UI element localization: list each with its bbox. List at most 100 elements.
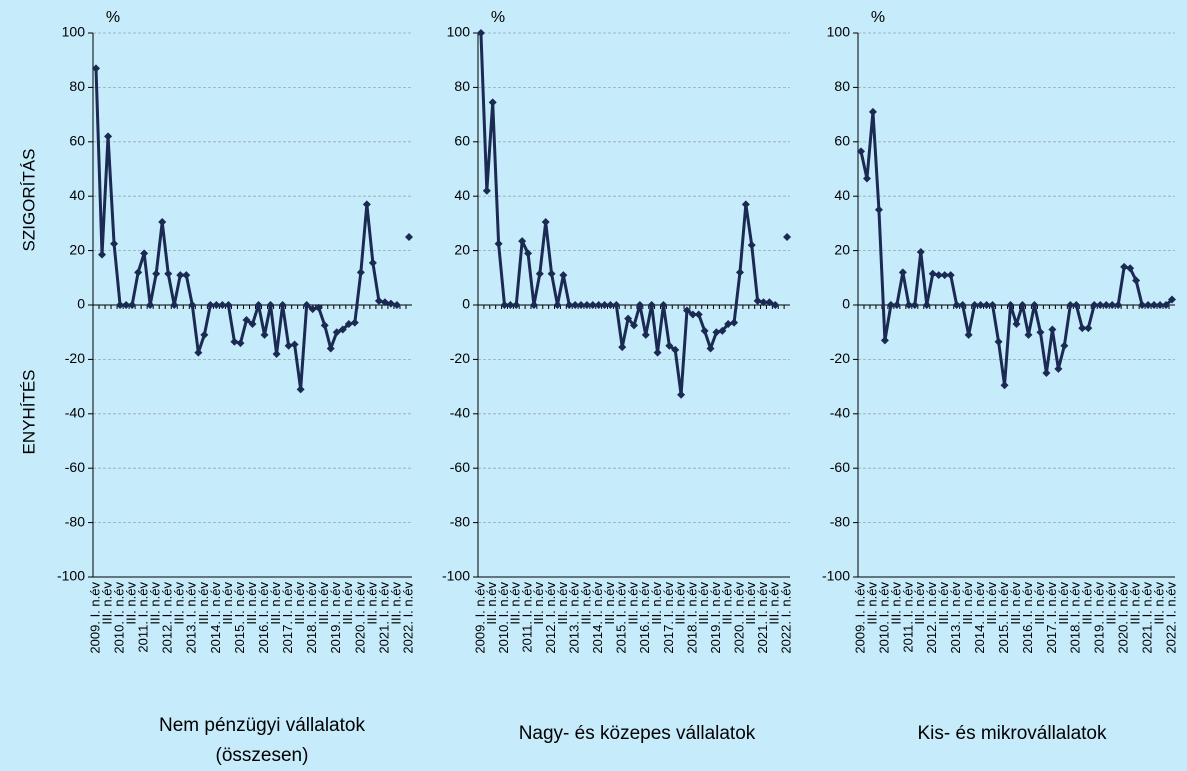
data-point: [934, 271, 943, 280]
y-tick-label: -80: [830, 513, 850, 529]
x-tick-label: 2021. I. n.év: [376, 582, 391, 654]
data-point: [92, 64, 101, 73]
data-point: [308, 305, 317, 314]
x-tick-label: III. n.év: [602, 582, 617, 625]
y-tick-label: 40: [69, 187, 85, 203]
data-point: [759, 298, 768, 307]
data-point: [248, 320, 257, 329]
data-point: [266, 301, 275, 309]
data-point: [940, 271, 949, 280]
data-point: [747, 241, 756, 250]
data-point: [260, 330, 269, 339]
data-point: [635, 301, 644, 309]
data-point: [116, 301, 125, 309]
x-tick-label: III. n.év: [555, 582, 570, 625]
y-tick-label: 60: [834, 133, 850, 149]
x-tick-label: III. n.év: [1032, 582, 1047, 625]
data-point: [1138, 301, 1147, 309]
data-point: [964, 330, 973, 339]
panel-title: Nagy- és közepes vállalatok: [519, 723, 756, 744]
x-tick-label: 2012. I. n.év: [924, 582, 939, 654]
data-point: [1060, 341, 1069, 350]
x-tick-label: 2014. I. n.év: [972, 582, 987, 654]
data-point: [606, 301, 615, 309]
x-tick-label: 2015. I. n.év: [232, 582, 247, 654]
x-tick-label: 2019. I. n.év: [1092, 582, 1107, 654]
data-point: [476, 29, 485, 37]
data-point: [488, 98, 497, 107]
data-point: [182, 271, 191, 280]
x-tick-label: III. n.év: [316, 582, 331, 625]
data-point: [278, 301, 287, 309]
x-tick-label: III. n.év: [649, 582, 664, 625]
data-point: [1024, 330, 1033, 339]
data-point: [134, 268, 143, 277]
data-point: [618, 343, 627, 352]
x-tick-label: 2011. I. n.év: [519, 582, 534, 653]
data-point: [1090, 301, 1099, 309]
x-tick-label: 2019. I. n.év: [328, 582, 343, 654]
data-point: [1006, 301, 1015, 309]
data-point: [350, 318, 359, 327]
data-point: [1048, 325, 1057, 334]
data-point: [1096, 301, 1105, 309]
x-tick-label: III. n.év: [508, 582, 523, 625]
data-point: [98, 250, 107, 259]
data-point: [671, 345, 680, 354]
data-point: [254, 301, 263, 309]
data-point: [1120, 262, 1129, 271]
x-tick-label: 2021. I. n.év: [1140, 582, 1155, 654]
data-point: [718, 326, 727, 335]
data-point: [904, 301, 913, 309]
data-point: [404, 233, 413, 241]
x-tick-label: 2016. I. n.év: [256, 582, 271, 654]
data-point: [898, 268, 907, 277]
x-tick-label: 2013. I. n.év: [948, 582, 963, 654]
data-point: [242, 315, 251, 324]
x-tick-label: 2016. I. n.év: [1020, 582, 1035, 654]
x-tick-label: III. n.év: [531, 582, 546, 625]
x-tick-label: 2015. I. n.év: [614, 582, 629, 654]
data-point: [910, 301, 919, 309]
data-point: [1042, 369, 1051, 377]
x-tick-label: III. n.év: [124, 582, 139, 625]
data-point: [158, 218, 167, 227]
data-point: [577, 301, 586, 309]
panel-title: (összesen): [216, 745, 309, 766]
y-tick-label: -100: [442, 568, 470, 584]
data-point: [212, 301, 221, 309]
data-point: [783, 233, 792, 241]
data-point: [952, 301, 961, 309]
x-tick-label: III. n.év: [268, 582, 283, 625]
y-tick-label: 40: [834, 187, 850, 203]
data-point: [1072, 301, 1081, 309]
data-line: [96, 68, 409, 389]
data-point: [886, 301, 895, 309]
data-point: [856, 147, 865, 156]
data-point: [653, 348, 662, 357]
data-point: [541, 218, 550, 227]
data-point: [928, 269, 937, 278]
x-tick-label: III. n.év: [960, 582, 975, 625]
data-point: [314, 303, 323, 312]
unit-label: %: [871, 9, 885, 26]
y-tick-label: -20: [830, 350, 850, 366]
data-point: [880, 336, 889, 345]
data-point: [958, 301, 967, 309]
data-point: [1012, 320, 1021, 329]
x-tick-label: 2022. I. n.év: [778, 582, 793, 654]
data-point: [326, 344, 335, 353]
data-point: [946, 271, 955, 280]
x-tick-label: 2017. I. n.év: [1044, 582, 1059, 654]
data-point: [612, 301, 621, 309]
data-point: [302, 301, 311, 309]
x-tick-label: III. n.év: [578, 582, 593, 625]
y-tick-label: 60: [454, 133, 470, 149]
y-tick-label: 60: [69, 133, 85, 149]
data-point: [1054, 364, 1063, 373]
y-tick-label: 100: [62, 24, 86, 40]
data-point: [565, 301, 574, 309]
x-tick-label: 2020. I. n.év: [1116, 582, 1131, 654]
x-tick-label: III. n.év: [673, 582, 688, 625]
